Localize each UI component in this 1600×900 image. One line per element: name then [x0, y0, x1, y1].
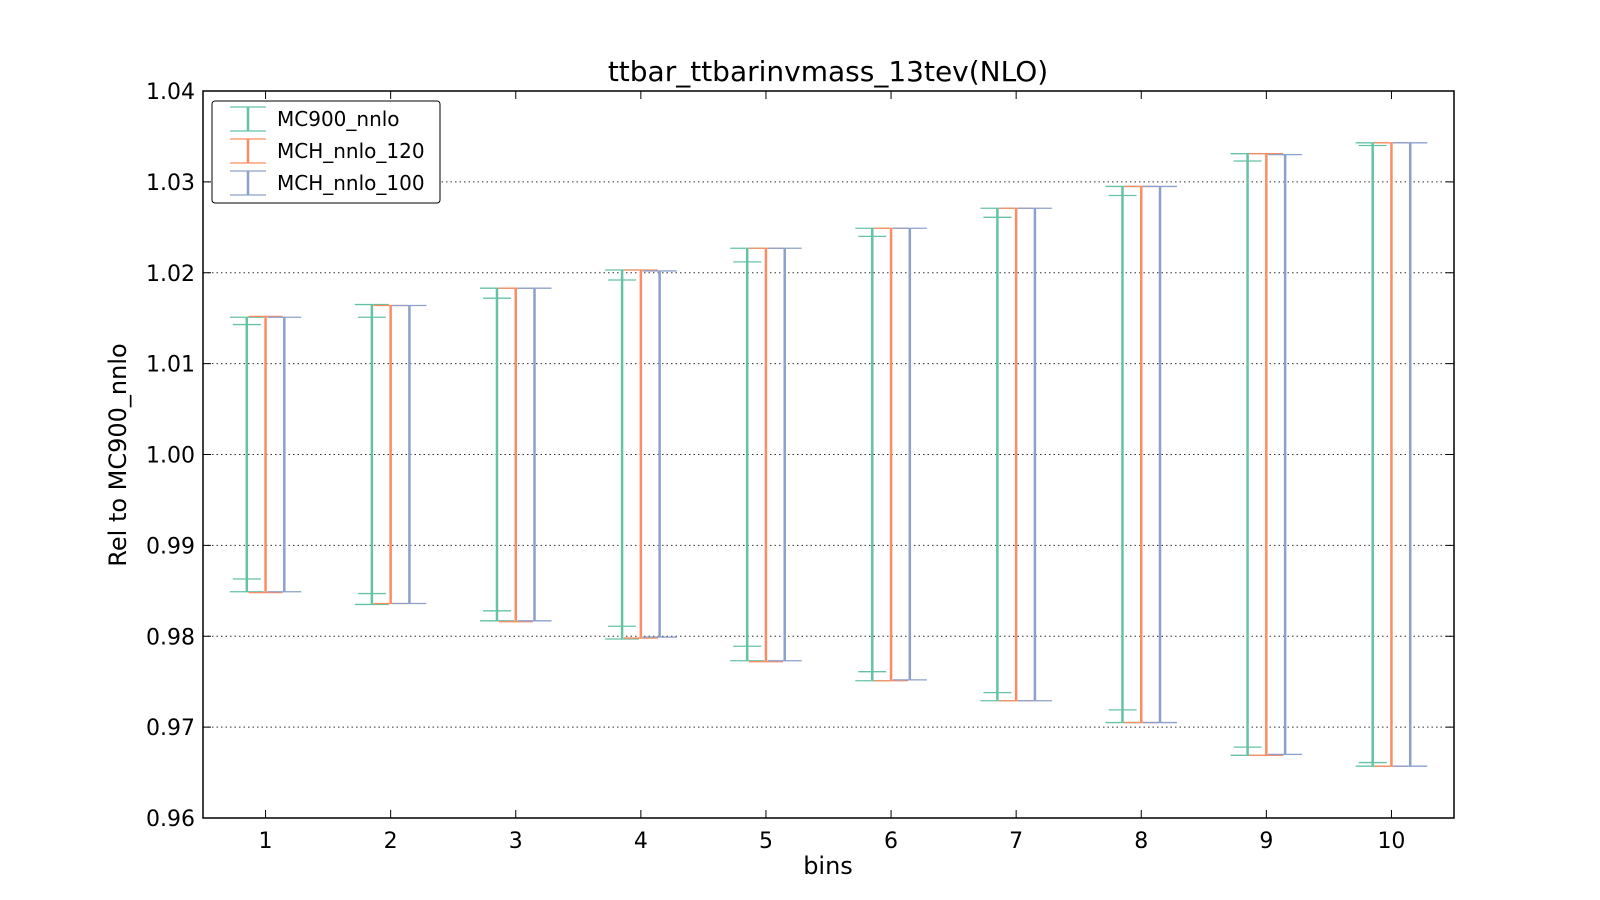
x-tick-label: 9 — [1259, 829, 1273, 854]
y-tick-label: 0.97 — [146, 716, 195, 741]
y-tick-label: 1.04 — [146, 80, 195, 105]
chart-title: ttbar_ttbarinvmass_13tev(NLO) — [608, 55, 1048, 88]
y-tick-label: 0.99 — [146, 534, 195, 559]
axis-ticks: 0.96 0.97 0.98 0.99 1.00 1.01 1.02 1.03 1.04 1 2 3 4… — [146, 80, 1454, 854]
legend-label: MCH_nnlo_100 — [277, 171, 425, 195]
x-tick-label: 4 — [634, 829, 648, 854]
y-tick-label: 1.03 — [146, 171, 195, 196]
x-tick-label: 3 — [509, 829, 523, 854]
y-tick-label: 0.96 — [146, 807, 195, 832]
y-tick-label: 1.01 — [146, 353, 195, 378]
x-tick-label: 7 — [1009, 829, 1023, 854]
x-tick-label: 8 — [1134, 829, 1148, 854]
grid — [203, 181, 1454, 728]
x-tick-label: 5 — [759, 829, 773, 854]
legend-frame — [211, 100, 441, 204]
y-tick-label: 1.00 — [146, 444, 195, 469]
legend: MC900_nnlo MCH_nnlo_120 MCH_nnlo_100 — [211, 100, 441, 204]
x-tick-label: 2 — [384, 829, 398, 854]
y-tick-label: 0.98 — [146, 625, 195, 650]
x-tick-label: 1 — [259, 829, 273, 854]
x-tick-label: 6 — [884, 829, 898, 854]
error-bars — [229, 142, 1428, 767]
y-tick-label: 1.02 — [146, 262, 195, 287]
y-axis-label: Rel to MC900_nnlo — [104, 343, 132, 566]
legend-label: MCH_nnlo_120 — [277, 139, 425, 163]
legend-label: MC900_nnlo — [277, 107, 400, 131]
x-axis-label: bins — [803, 852, 853, 880]
x-tick-label: 10 — [1377, 829, 1405, 854]
